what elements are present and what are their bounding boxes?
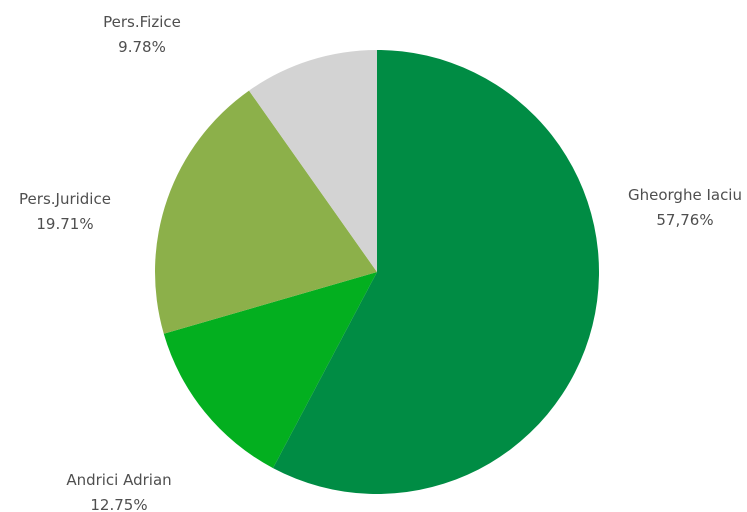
pie-slices	[155, 50, 600, 494]
pie-slice-andrici-adrian	[163, 272, 377, 469]
label-andrici-adrian: Andrici Adrian 12.75%	[66, 471, 171, 512]
slice-percent-pers-fizice: 9.78%	[118, 38, 166, 56]
slice-name-andrici-adrian: Andrici Adrian	[66, 471, 171, 489]
slice-percent-pers-juridice: 19.71%	[36, 215, 93, 233]
pie-slice-pers-fizice	[249, 50, 377, 272]
slice-name-pers-fizice: Pers.Fizice	[103, 13, 181, 31]
pie-slice-gheorghe-iaciu	[273, 50, 600, 494]
label-gheorghe-iaciu: Gheorghe Iaciu 57,76%	[628, 186, 742, 229]
slice-percent-andrici-adrian: 12.75%	[90, 496, 147, 512]
slice-name-gheorghe-iaciu: Gheorghe Iaciu	[628, 186, 742, 204]
label-pers-juridice: Pers.Juridice 19.71%	[19, 190, 111, 233]
pie-slice-pers-juridice	[155, 90, 377, 334]
slice-name-pers-juridice: Pers.Juridice	[19, 190, 111, 208]
slice-percent-gheorghe-iaciu: 57,76%	[656, 211, 713, 229]
label-pers-fizice: Pers.Fizice 9.78%	[103, 13, 181, 56]
